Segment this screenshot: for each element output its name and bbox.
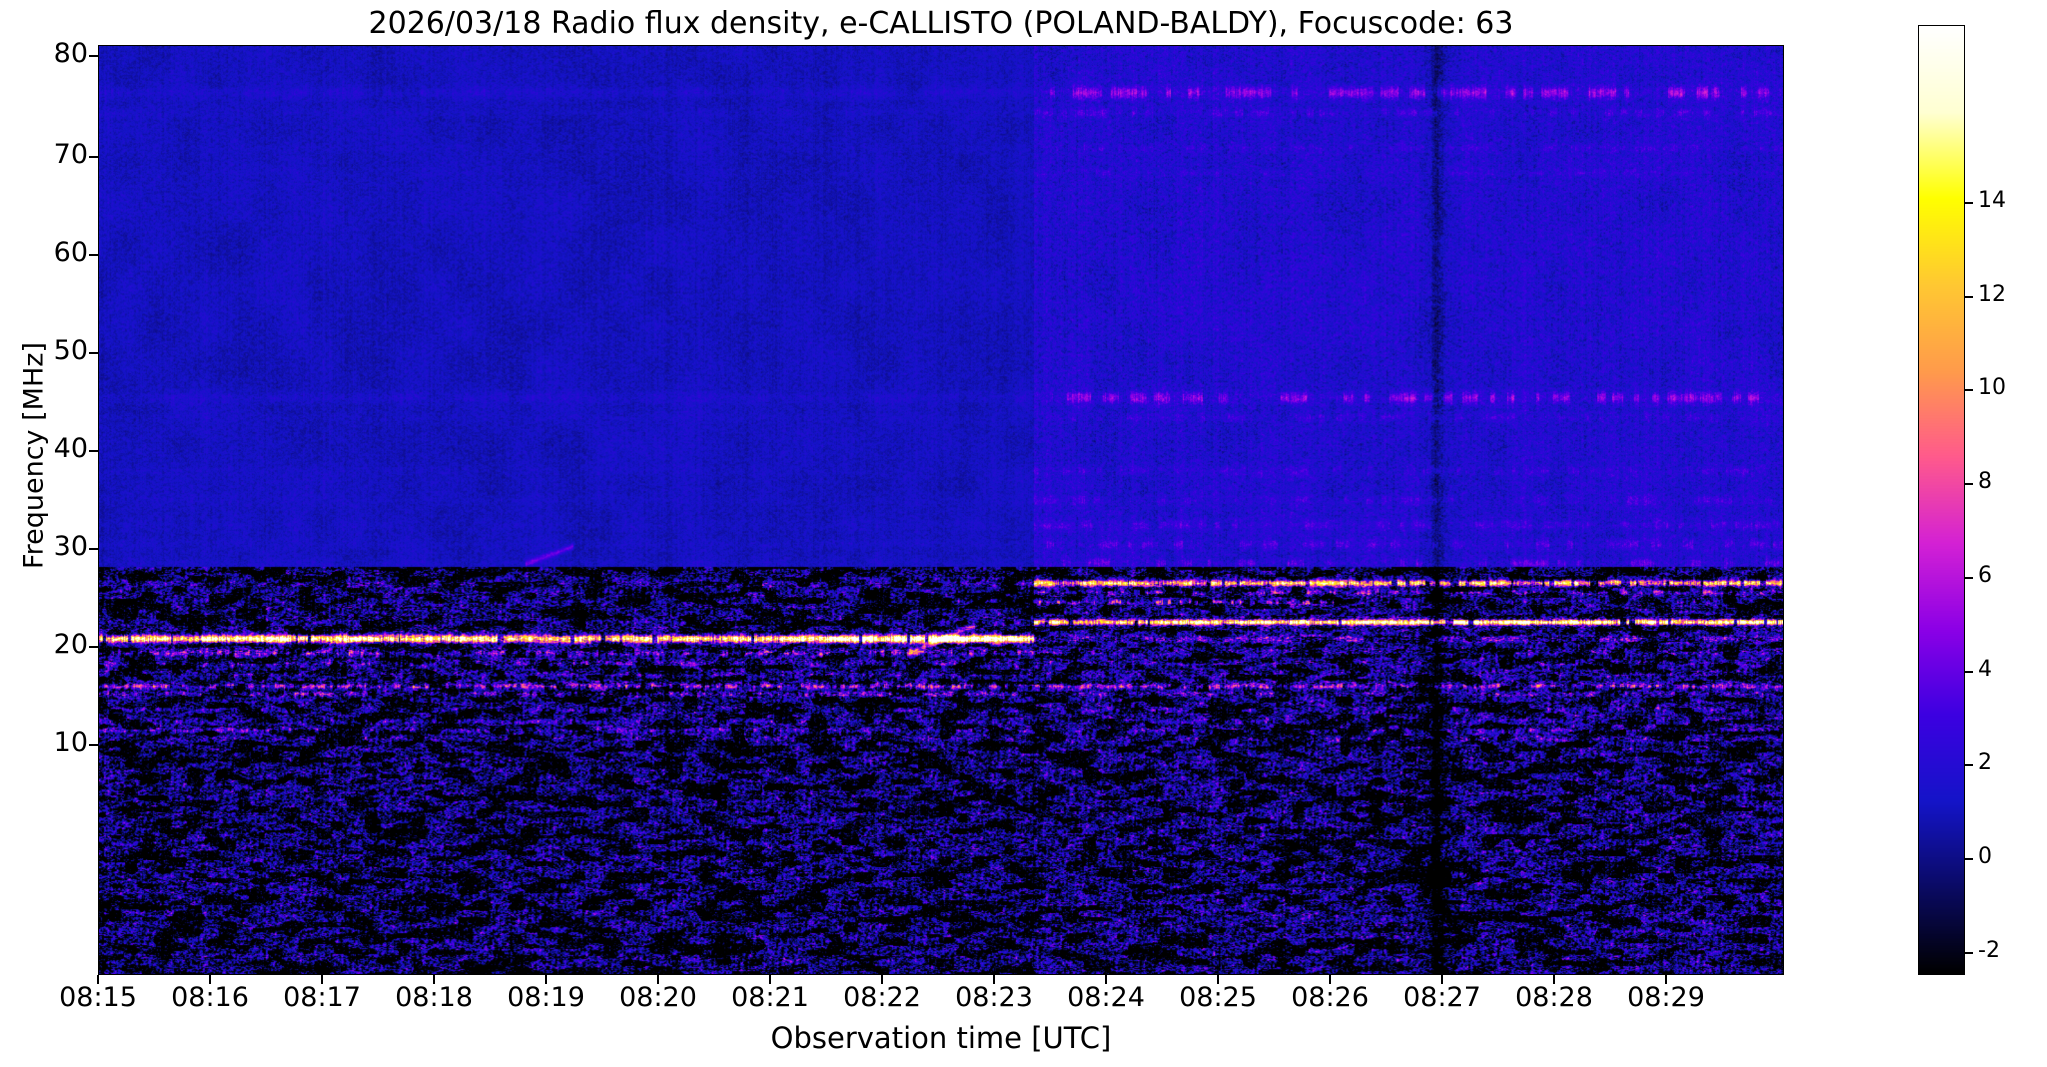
colorbar-tick-mark [1965, 389, 1973, 391]
y-tick-label: 50 [53, 335, 88, 366]
colorbar-tick-label: 12 [1978, 282, 2006, 307]
x-tick-label: 08:28 [1515, 982, 1593, 1013]
x-tick-mark [993, 975, 995, 984]
colorbar-gradient [1919, 26, 1964, 974]
x-tick-mark [657, 975, 659, 984]
x-tick-mark [881, 975, 883, 984]
x-tick-mark [545, 975, 547, 984]
y-tick-mark [89, 450, 98, 452]
colorbar-tick-label: 14 [1978, 188, 2006, 213]
colorbar-tick-label: 6 [1978, 563, 1992, 588]
x-tick-mark [1329, 975, 1331, 984]
x-tick-label: 08:26 [1291, 982, 1369, 1013]
y-tick-label: 80 [53, 38, 88, 69]
figure-title: 2026/03/18 Radio flux density, e-CALLIST… [368, 6, 1514, 41]
y-tick-label: 60 [53, 237, 88, 268]
colorbar-tick-mark [1965, 483, 1973, 485]
colorbar-tick-label: -2 [1978, 938, 2000, 963]
colorbar-tick-mark [1965, 858, 1973, 860]
colorbar [1918, 25, 1965, 975]
x-tick-mark [1217, 975, 1219, 984]
x-tick-label: 08:29 [1627, 982, 1705, 1013]
colorbar-tick-mark [1965, 577, 1973, 579]
y-tick-label: 10 [53, 727, 88, 758]
colorbar-tick-label: 8 [1978, 469, 1992, 494]
y-tick-mark [89, 156, 98, 158]
spectrogram-plot-area [98, 45, 1784, 975]
y-tick-mark [89, 254, 98, 256]
x-tick-mark [1441, 975, 1443, 984]
x-tick-label: 08:27 [1403, 982, 1481, 1013]
x-tick-mark [1553, 975, 1555, 984]
x-tick-label: 08:18 [395, 982, 473, 1013]
y-tick-mark [89, 352, 98, 354]
spectrogram-canvas [99, 46, 1783, 974]
x-tick-label: 08:17 [283, 982, 361, 1013]
y-tick-mark [89, 646, 98, 648]
y-tick-mark [89, 55, 98, 57]
x-tick-label: 08:21 [731, 982, 809, 1013]
y-tick-label: 20 [53, 629, 88, 660]
x-tick-mark [321, 975, 323, 984]
y-tick-label: 40 [53, 433, 88, 464]
y-tick-mark [89, 548, 98, 550]
x-tick-label: 08:23 [955, 982, 1033, 1013]
x-tick-label: 08:22 [843, 982, 921, 1013]
colorbar-tick-label: 4 [1978, 657, 1992, 682]
x-tick-mark [1105, 975, 1107, 984]
x-tick-label: 08:25 [1179, 982, 1257, 1013]
colorbar-tick-label: 10 [1978, 375, 2006, 400]
colorbar-tick-label: 0 [1978, 844, 1992, 869]
colorbar-tick-mark [1965, 671, 1973, 673]
y-tick-label: 30 [53, 531, 88, 562]
x-tick-label: 08:16 [171, 982, 249, 1013]
x-tick-label: 08:19 [507, 982, 585, 1013]
y-tick-mark [89, 744, 98, 746]
colorbar-tick-mark [1965, 952, 1973, 954]
x-tick-mark [97, 975, 99, 984]
colorbar-tick-mark [1965, 202, 1973, 204]
y-tick-label: 70 [53, 139, 88, 170]
x-tick-label: 08:24 [1067, 982, 1145, 1013]
x-tick-mark [769, 975, 771, 984]
x-axis-label: Observation time [UTC] [770, 1021, 1112, 1055]
colorbar-tick-mark [1965, 764, 1973, 766]
x-tick-label: 08:20 [619, 982, 697, 1013]
colorbar-tick-label: 2 [1978, 750, 1992, 775]
x-tick-label: 08:15 [59, 982, 137, 1013]
x-tick-mark [209, 975, 211, 984]
x-tick-mark [1665, 975, 1667, 984]
colorbar-tick-mark [1965, 296, 1973, 298]
x-tick-mark [433, 975, 435, 984]
